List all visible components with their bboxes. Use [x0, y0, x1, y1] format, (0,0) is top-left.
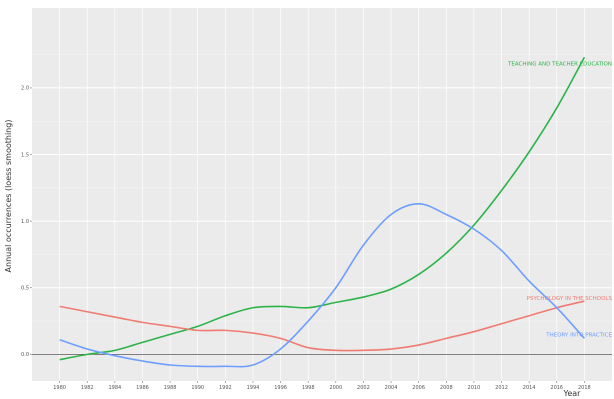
x-tick-label: 2000	[329, 385, 342, 391]
series-line-theory-into-practice	[59, 203, 585, 368]
x-axis-ticks: 1980 1982 1984 1986 1988 1990 1992 1994 1996 1998…	[53, 381, 591, 391]
x-tick-label: 2012	[495, 385, 508, 391]
x-tick-label: 1986	[136, 385, 149, 391]
x-tick-label: 2018	[578, 385, 591, 391]
plot-background	[32, 8, 612, 381]
x-tick-label: 2016	[550, 385, 563, 391]
x-tick-label: 2008	[440, 385, 453, 391]
y-axis-ticks: 0.0 0.5 1.0 1.5 2.0	[21, 86, 32, 358]
series-label-teaching-and-teacher-education: TEACHING AND TEACHER EDUCATION	[507, 61, 612, 67]
x-tick-label: 1996	[274, 385, 287, 391]
y-tick-label: 0.0	[21, 352, 29, 358]
x-tick-label: 1998	[302, 385, 315, 391]
y-tick-label: 0.5	[21, 286, 29, 292]
series-layer	[59, 56, 586, 368]
series-line-psychology-in-the-schools	[59, 300, 585, 352]
x-tick-label: 1990	[191, 385, 204, 391]
x-tick-label: 2004	[385, 385, 398, 391]
x-tick-label: 1980	[53, 385, 66, 391]
x-tick-label: 1982	[81, 385, 94, 391]
x-tick-label: 2002	[357, 385, 370, 391]
x-tick-label: 1994	[247, 385, 260, 391]
grid-lines	[32, 8, 612, 381]
x-tick-label: 1984	[108, 385, 121, 391]
x-tick-label: 1988	[164, 385, 177, 391]
y-tick-label: 1.0	[21, 219, 29, 225]
series-labels: TEACHING AND TEACHER EDUCATION PSYCHOLOGY…	[507, 61, 612, 338]
x-tick-label: 2014	[523, 385, 536, 391]
x-tick-label: 2006	[412, 385, 425, 391]
x-tick-label: 1992	[219, 385, 232, 391]
y-axis-title: Annual occurrences (loess smoothing)	[4, 120, 13, 273]
x-axis-title: Year	[563, 389, 582, 398]
series-label-psychology-in-the-schools: PSYCHOLOGY IN THE SCHOOLS	[527, 296, 613, 302]
y-tick-label: 2.0	[21, 86, 29, 92]
series-label-theory-into-practice: THEORY INTO PRACTICE	[545, 332, 612, 338]
y-tick-label: 1.5	[21, 152, 29, 158]
x-tick-label: 2010	[468, 385, 481, 391]
